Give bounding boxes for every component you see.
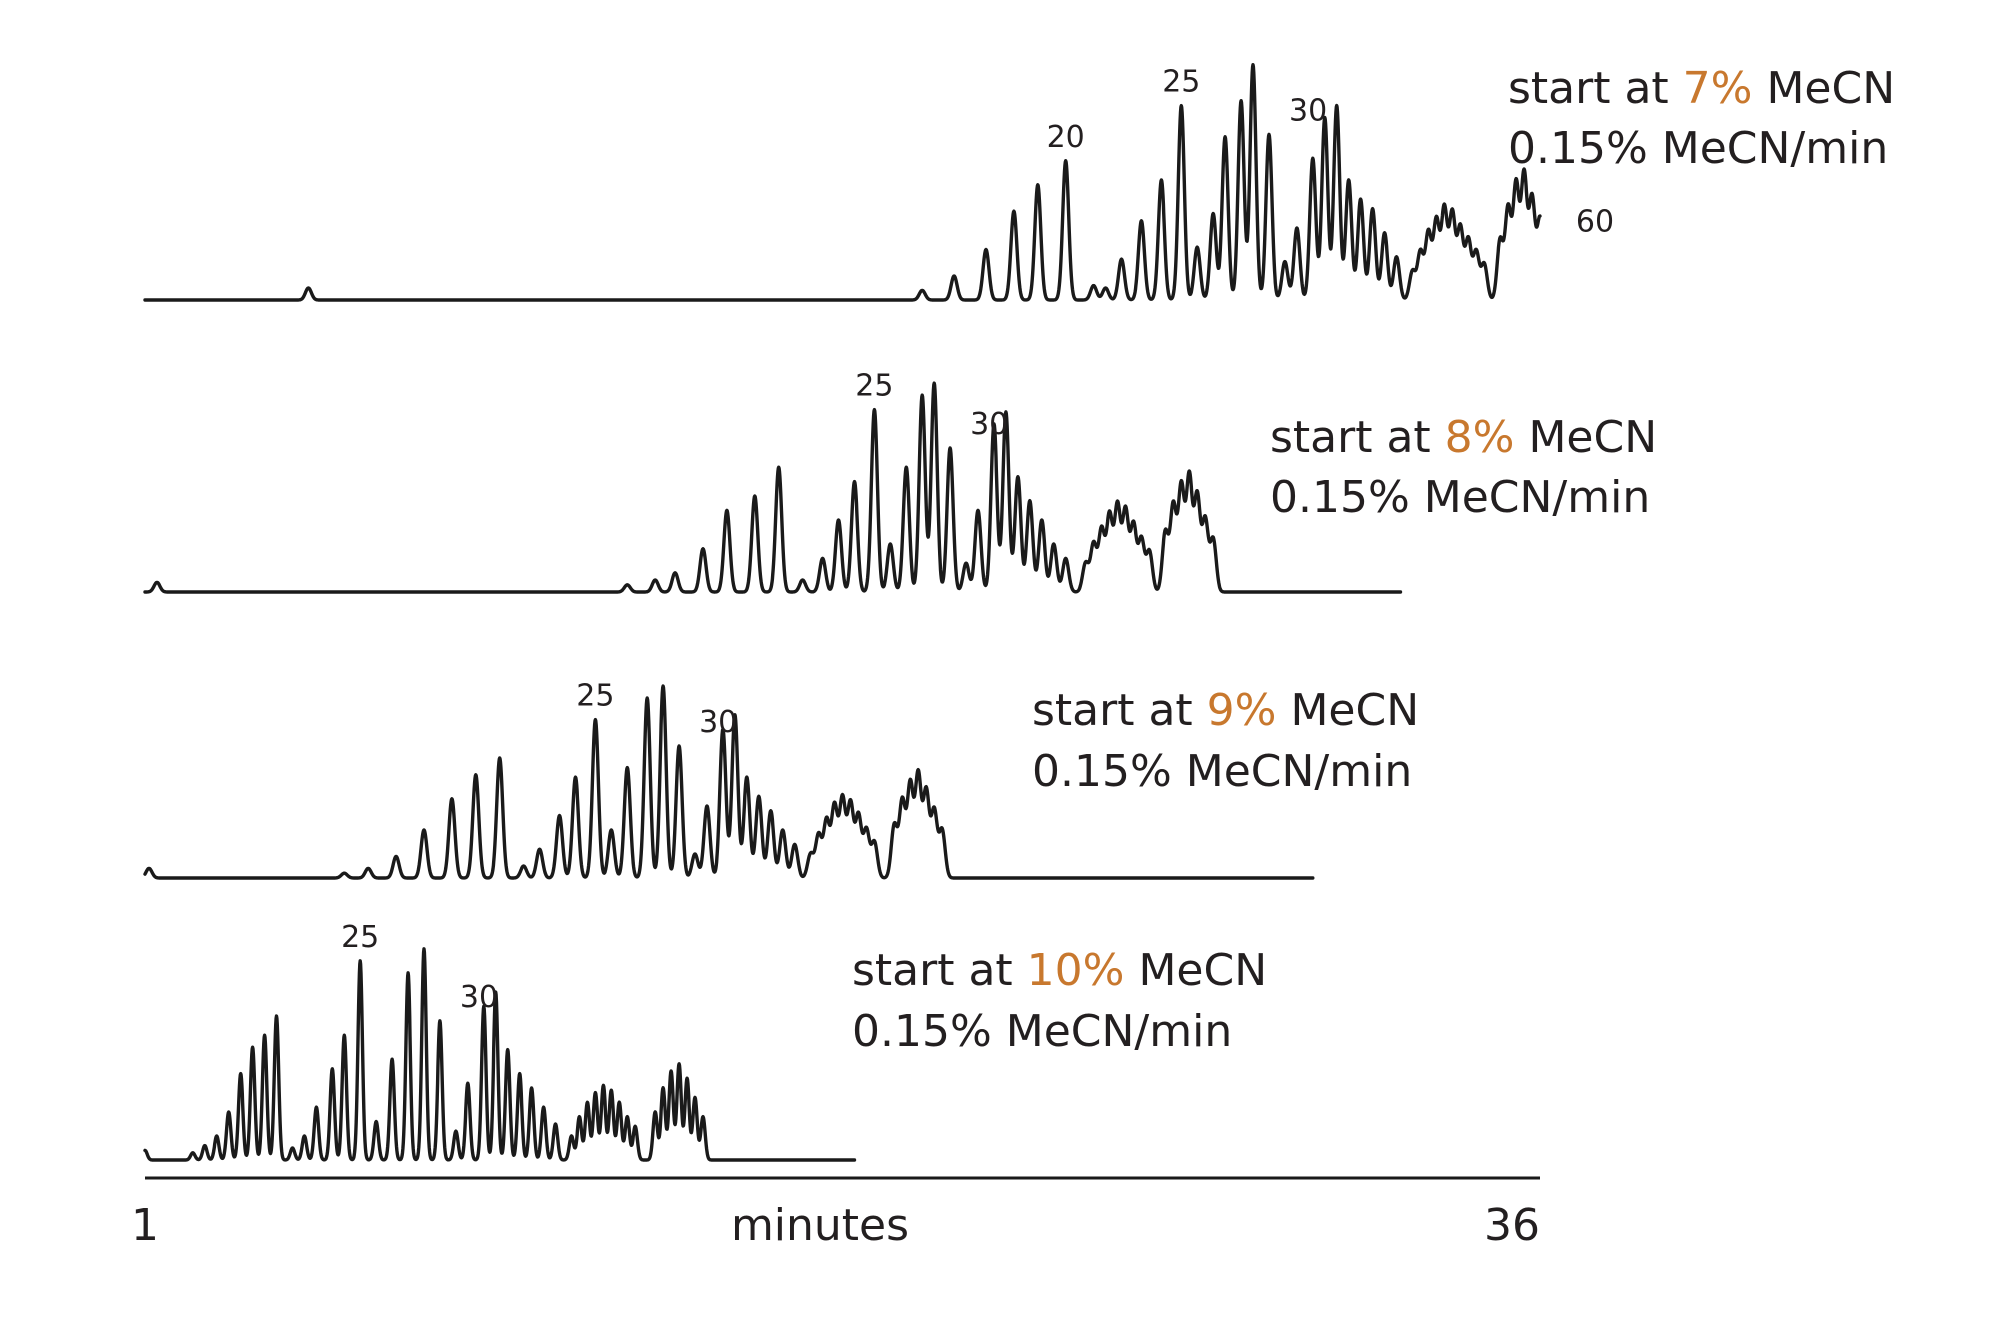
chromatogram-trace-7pct	[143, 63, 1542, 302]
condition-label-10: start at 10% MeCN	[852, 945, 1267, 996]
gradient-label-9: 0.15% MeCN/min	[1032, 746, 1412, 797]
peak-label-20: 20	[1047, 120, 1085, 155]
traces-layer	[143, 63, 1542, 1162]
peak-label-30: 30	[1289, 93, 1327, 128]
condition-label-8: start at 8% MeCN	[1270, 412, 1657, 463]
chromatogram-trace-10pct	[143, 947, 857, 1162]
peak-label-25: 25	[1162, 65, 1200, 100]
gradient-label-8: 0.15% MeCN/min	[1270, 472, 1650, 523]
condition-label-7: start at 7% MeCN	[1508, 63, 1895, 114]
x-tick-label-end: 36	[1484, 1200, 1540, 1251]
gradient-label-7: 0.15% MeCN/min	[1508, 123, 1888, 174]
peak-label-25: 25	[855, 369, 893, 404]
peak-label-60: 60	[1576, 204, 1614, 239]
x-tick-label-start: 1	[131, 1200, 159, 1251]
chromatogram-trace-9pct	[143, 684, 1315, 880]
condition-label-9: start at 9% MeCN	[1032, 685, 1419, 736]
peak-label-25: 25	[576, 679, 614, 714]
peak-label-25: 25	[341, 920, 379, 955]
peak-label-30: 30	[970, 407, 1008, 442]
peak-label-30: 30	[460, 980, 498, 1015]
labels-layer: 20 25 30 60 25 30 25 30 25 30	[341, 65, 1614, 1015]
chromatogram-trace-8pct	[143, 381, 1403, 594]
x-axis-title: minutes	[731, 1200, 909, 1251]
gradient-label-10: 0.15% MeCN/min	[852, 1006, 1232, 1057]
condition-labels: start at 7% MeCN 0.15% MeCN/min start at…	[852, 63, 1895, 1057]
peak-label-30: 30	[699, 705, 737, 740]
